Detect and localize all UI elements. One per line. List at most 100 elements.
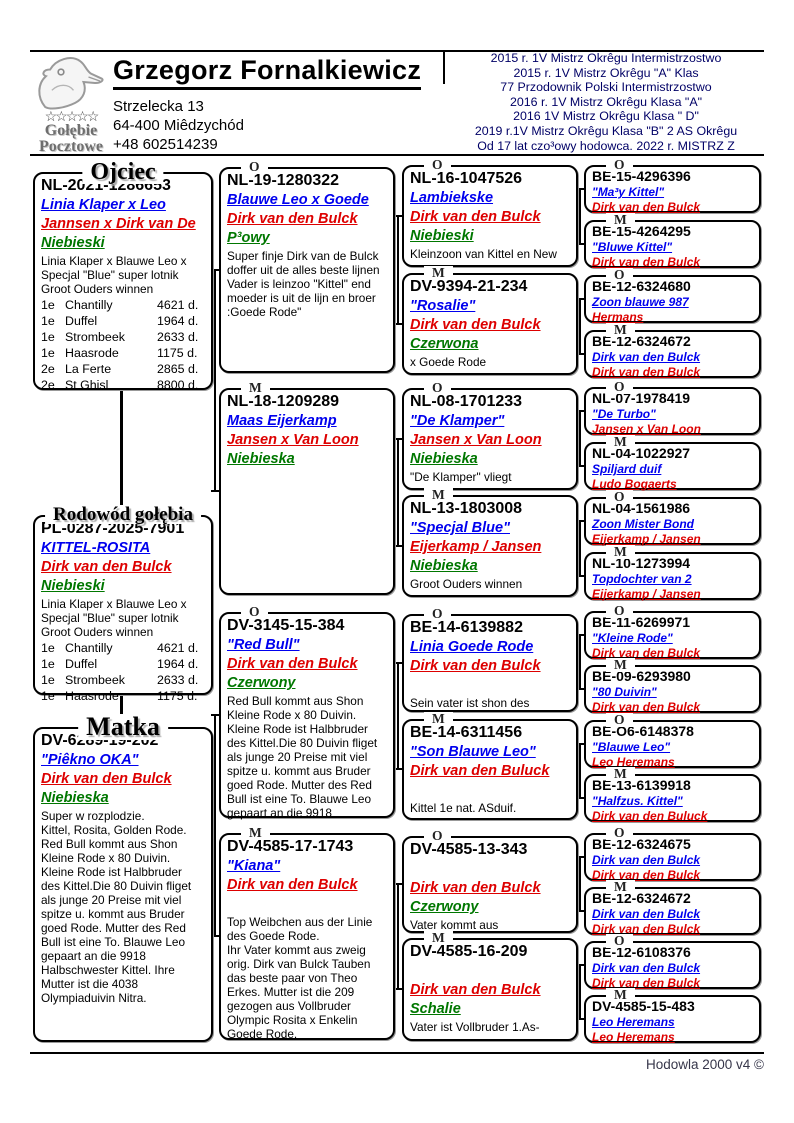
breeder-name: Jansen x Van Loon xyxy=(410,432,542,448)
ring-id: DV-3145-15-384 xyxy=(227,617,345,634)
divider xyxy=(30,1052,764,1054)
color-name: Niebieski xyxy=(41,578,105,594)
connector-line xyxy=(214,714,216,937)
achievement-line: Od 17 lat czo³owy hodowca. 2022 r. MISTR… xyxy=(477,138,735,153)
breeder-name: Dirk van den Bulck xyxy=(41,559,172,575)
breeder-name: Dirk van den Bulck xyxy=(227,211,358,227)
gen4-box-7: O NL-04-1561986 Zoon Mister Bond Eijerka… xyxy=(584,490,761,546)
gen4-box-16: M DV-4585-15-483 Leo Heremans Leo Herema… xyxy=(584,988,761,1044)
sex-label: M xyxy=(606,767,635,781)
ring-id: PL-0287-2025-7901 xyxy=(41,520,185,537)
connector-line xyxy=(579,634,581,690)
achievement-line: 2015 r. 1V Mistrz Okrêgu Intermistrzostw… xyxy=(490,51,722,65)
gen3-box-5: O BE-14-6139882 Linia Goede Rode Dirk va… xyxy=(402,607,578,712)
box-notes: Kleinzoon van Kittel en New xyxy=(410,247,557,261)
sex-label: M xyxy=(241,826,270,840)
ring-id: NL-16-1047526 xyxy=(410,170,523,187)
color-name: Niebieska xyxy=(410,558,478,574)
pigeon-name: "Ma³y Kittel" xyxy=(592,185,665,199)
breeder-name: Dirk van den Bulck xyxy=(227,656,358,672)
connector-line xyxy=(579,188,581,245)
ring-id: NL-19-1280322 xyxy=(227,172,340,189)
sex-label: O xyxy=(606,490,633,504)
sex-label: O xyxy=(606,604,633,618)
pigeon-name: "Bluwe Kittel" xyxy=(592,240,673,254)
pigeon-name: Maas Eijerkamp xyxy=(227,413,337,429)
sex-label: O xyxy=(424,829,451,843)
ring-id: DV-4585-15-483 xyxy=(592,998,695,1014)
sex-label: M xyxy=(606,213,635,227)
ring-id: DV-4585-16-209 xyxy=(410,943,528,960)
breeder-name: Dirk van den Bulck xyxy=(592,975,701,990)
ring-id: BE-14-6139882 xyxy=(410,619,523,636)
pigeon-name: Dirk van den Bulck xyxy=(592,853,701,867)
sex-label: O xyxy=(424,607,451,621)
mother-box-label: Matka xyxy=(78,714,168,740)
color-name xyxy=(410,676,571,695)
pigeon-name: "Kleine Rode" xyxy=(592,631,673,645)
pigeon-name: "Blauwe Leo" xyxy=(592,740,671,754)
pigeon-name: Blauwe Leo x Goede xyxy=(227,192,369,208)
ring-id: BE-12-6108376 xyxy=(592,944,691,960)
connector-line xyxy=(120,390,123,512)
pigeon-name: "Rosalie" xyxy=(410,298,476,314)
gen3-box-3: O NL-08-1701233 "De Klamper" Jansen x Va… xyxy=(402,381,578,490)
connector-line xyxy=(120,695,123,727)
box-notes: Super finje Dirk van de Bulck doffer uit… xyxy=(227,249,380,319)
breeder-name: Dirk van den Bulck xyxy=(592,199,701,214)
address-line: +48 602514239 xyxy=(113,136,218,153)
breeder-name: Jannsen x Dirk van De xyxy=(41,216,196,232)
achievement-line: 2015 r. 1V Mistrz Okrêgu "A" Klas xyxy=(513,65,699,80)
race-result-row: 1e Duffel 1964 d. xyxy=(41,314,199,328)
connector-line xyxy=(397,883,399,990)
gen3-box-7: O DV-4585-13-343 Dirk van den Bulck Czer… xyxy=(402,829,578,933)
sex-label: O xyxy=(241,605,268,619)
subject-box-label: Rodowód gołębia xyxy=(45,505,201,524)
color-name: Niebieska xyxy=(227,451,295,467)
breeder-name: Jansen x Van Loon xyxy=(227,432,359,448)
race-result-row: 1e Duffel 1964 d. xyxy=(41,657,199,671)
breeder-name: Dirk van den Bulck xyxy=(227,877,358,893)
ring-id: BE-14-6311456 xyxy=(410,724,523,741)
sex-label: M xyxy=(606,880,635,894)
color-name: Czerwona xyxy=(410,336,479,352)
race-result-row: 2e St Ghisl 8800 d. xyxy=(41,378,199,392)
pigeon-name: Zoon Mister Bond xyxy=(592,517,694,531)
race-results: 1e Chantilly 4621 d. 1e Duffel 1964 d. 1e Strom… xyxy=(41,297,206,393)
pigeon-name xyxy=(410,962,571,981)
ring-id: DV-4585-17-1743 xyxy=(227,838,354,855)
color-name: Niebieski xyxy=(41,235,105,251)
pigeon-name: KITTEL-ROSITA xyxy=(41,540,151,556)
address-line: Strzelecka 13 xyxy=(113,98,204,115)
sex-label: M xyxy=(241,381,270,395)
gen4-box-2: M BE-15-4264295 "Bluwe Kittel" Dirk van … xyxy=(584,213,761,269)
ring-id: BE-15-4296396 xyxy=(592,168,691,184)
mother-box: Matka DV-6289-19-202 "Piêkno OKA" Dirk v… xyxy=(33,714,213,1042)
pigeon-name: Dirk van den Bulck xyxy=(592,350,701,364)
loft-logo: ☆☆☆☆☆ Gołębie Pocztowe xyxy=(30,52,112,155)
color-name: Niebieska xyxy=(410,451,478,467)
gen3-box-6: M BE-14-6311456 "Son Blauwe Leo" Dirk va… xyxy=(402,712,578,820)
ring-id: NL-18-1209289 xyxy=(227,393,340,410)
breeder-name: Dirk van den Bulck xyxy=(410,658,541,674)
box-notes: Linia Klaper x Blauwe Leo x Specjal "Blu… xyxy=(41,254,187,296)
gen3-box-4: M NL-13-1803008 "Specjal Blue" Eijerkamp… xyxy=(402,488,578,597)
pigeon-name: "80 Duivin" xyxy=(592,685,657,699)
gen4-box-9: O BE-11-6269971 "Kleine Rode" Dirk van d… xyxy=(584,604,761,660)
ring-id: NL-08-1701233 xyxy=(410,393,523,410)
gen4-box-1: O BE-15-4296396 "Ma³y Kittel" Dirk van d… xyxy=(584,158,761,214)
breeder-name: Hermans xyxy=(592,309,644,324)
breeder-name: Dirk van den Bulck xyxy=(592,254,701,269)
pigeon-name: Lambiekske xyxy=(410,190,494,206)
achievement-line: 2019 r.1V Mistrz Okrêgu Klasa "B" 2 AS O… xyxy=(474,123,738,138)
race-result-row: 1e Strombeek 2633 d. xyxy=(41,673,199,687)
breeder-name: Ludo Bogaerts xyxy=(592,476,677,491)
sex-label: M xyxy=(424,931,453,945)
color-name: P³owy xyxy=(227,230,270,246)
color-name: Niebieski xyxy=(410,228,474,244)
connector-line xyxy=(579,298,581,355)
race-result-row: 1e Chantilly 4621 d. xyxy=(41,641,199,655)
achievement-line: 2016 r. 1V Mistrz Okrêgu Klasa "A" xyxy=(510,94,702,109)
pigeon-name: Linia Klaper x Leo xyxy=(41,197,166,213)
software-credit: Hodowla 2000 v4 © xyxy=(645,1057,764,1072)
